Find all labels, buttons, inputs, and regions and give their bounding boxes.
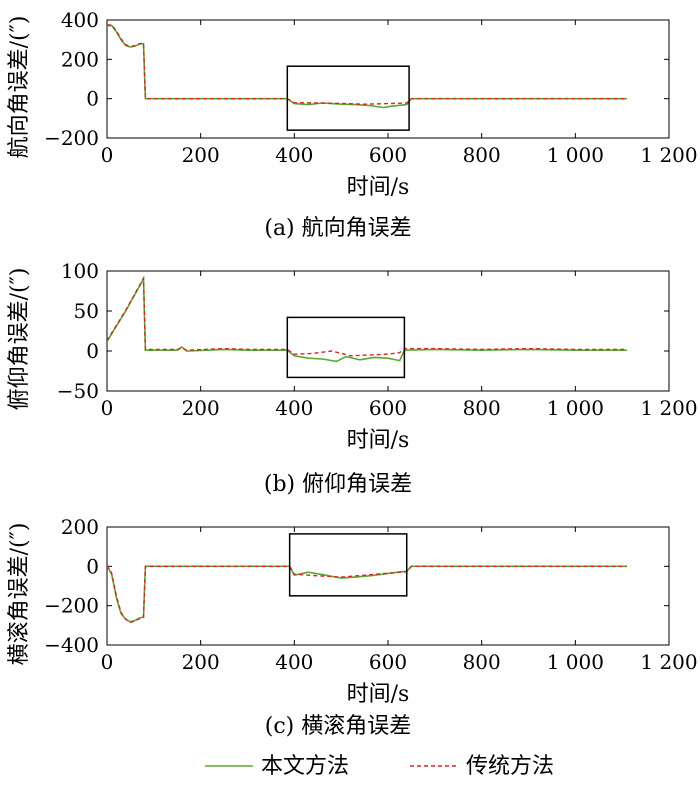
panel-caption: (b) 俯仰角误差	[264, 472, 412, 497]
x-axis-label: 时间/s	[347, 175, 410, 200]
panel-caption: (a) 航向角误差	[264, 216, 411, 241]
x-tick-label: 200	[182, 143, 220, 167]
legend-label: 传统方法	[466, 754, 554, 779]
y-tick-label: 100	[61, 259, 99, 283]
zoom-highlight-box	[288, 533, 408, 597]
y-tick-label: −200	[44, 126, 99, 150]
x-axis-label: 时间/s	[347, 428, 410, 453]
x-tick-label: 1 200	[640, 396, 697, 420]
x-tick-label: 600	[369, 396, 407, 420]
x-tick-label: 400	[275, 396, 313, 420]
x-tick-label: 0	[101, 650, 114, 674]
x-tick-label: 400	[275, 143, 313, 167]
x-tick-label: 600	[369, 650, 407, 674]
x-tick-label: 400	[275, 650, 313, 674]
x-tick-label: 600	[369, 143, 407, 167]
series-line-traditional	[107, 275, 627, 357]
panel-caption: (c) 横滚角误差	[265, 714, 411, 739]
y-axis-label: 航向角误差/(″)	[7, 16, 32, 159]
y-tick-label: −200	[44, 594, 99, 618]
x-tick-label: 200	[182, 396, 220, 420]
y-tick-label: 0	[86, 339, 99, 363]
x-tick-label: 1 000	[547, 396, 604, 420]
x-tick-label: 800	[463, 143, 501, 167]
y-axis-label: 横滚角误差/(″)	[7, 523, 32, 666]
y-tick-label: 0	[86, 87, 99, 111]
legend: 本文方法 传统方法	[205, 754, 554, 779]
x-tick-label: 800	[463, 396, 501, 420]
series-line-traditional	[107, 24, 627, 105]
x-tick-label: 1 200	[640, 143, 697, 167]
series-line-proposed	[107, 565, 627, 623]
plot-frame	[106, 270, 670, 392]
x-tick-label: 1 000	[547, 143, 604, 167]
x-tick-label: 0	[101, 396, 114, 420]
y-tick-label: 200	[61, 515, 99, 539]
y-tick-label: −400	[44, 633, 99, 657]
zoom-highlight-box	[286, 316, 406, 379]
series-line-proposed	[107, 24, 627, 109]
x-axis-label: 时间/s	[347, 682, 410, 707]
y-tick-label: 200	[61, 47, 99, 71]
x-tick-label: 1 200	[640, 650, 697, 674]
panel-1: 0 200 400 600 800 1 000 1 200−2000200400时间/s航向…	[7, 8, 698, 241]
x-tick-label: 1 000	[547, 650, 604, 674]
y-tick-label: −50	[57, 379, 99, 403]
legend-label: 本文方法	[261, 754, 349, 779]
y-tick-label: 50	[74, 299, 99, 323]
x-tick-label: 0	[101, 143, 114, 167]
plot-frame	[106, 526, 670, 646]
y-tick-label: 400	[61, 8, 99, 32]
panel-2: 0 200 400 600 800 1 000 1 200−50050100时间/s俯仰角误…	[7, 259, 698, 497]
x-tick-label: 200	[182, 650, 220, 674]
series-line-proposed	[107, 276, 627, 363]
series-line-traditional	[107, 565, 627, 624]
y-axis-label: 俯仰角误差/(″)	[7, 268, 32, 411]
y-tick-label: 0	[86, 554, 99, 578]
panel-3: 0 200 400 600 800 1 000 1 200 −400 −200 0 200 时间/s 横…	[7, 515, 698, 739]
plot-frame	[106, 19, 670, 139]
zoom-highlight-box	[286, 65, 410, 131]
x-tick-label: 800	[463, 650, 501, 674]
